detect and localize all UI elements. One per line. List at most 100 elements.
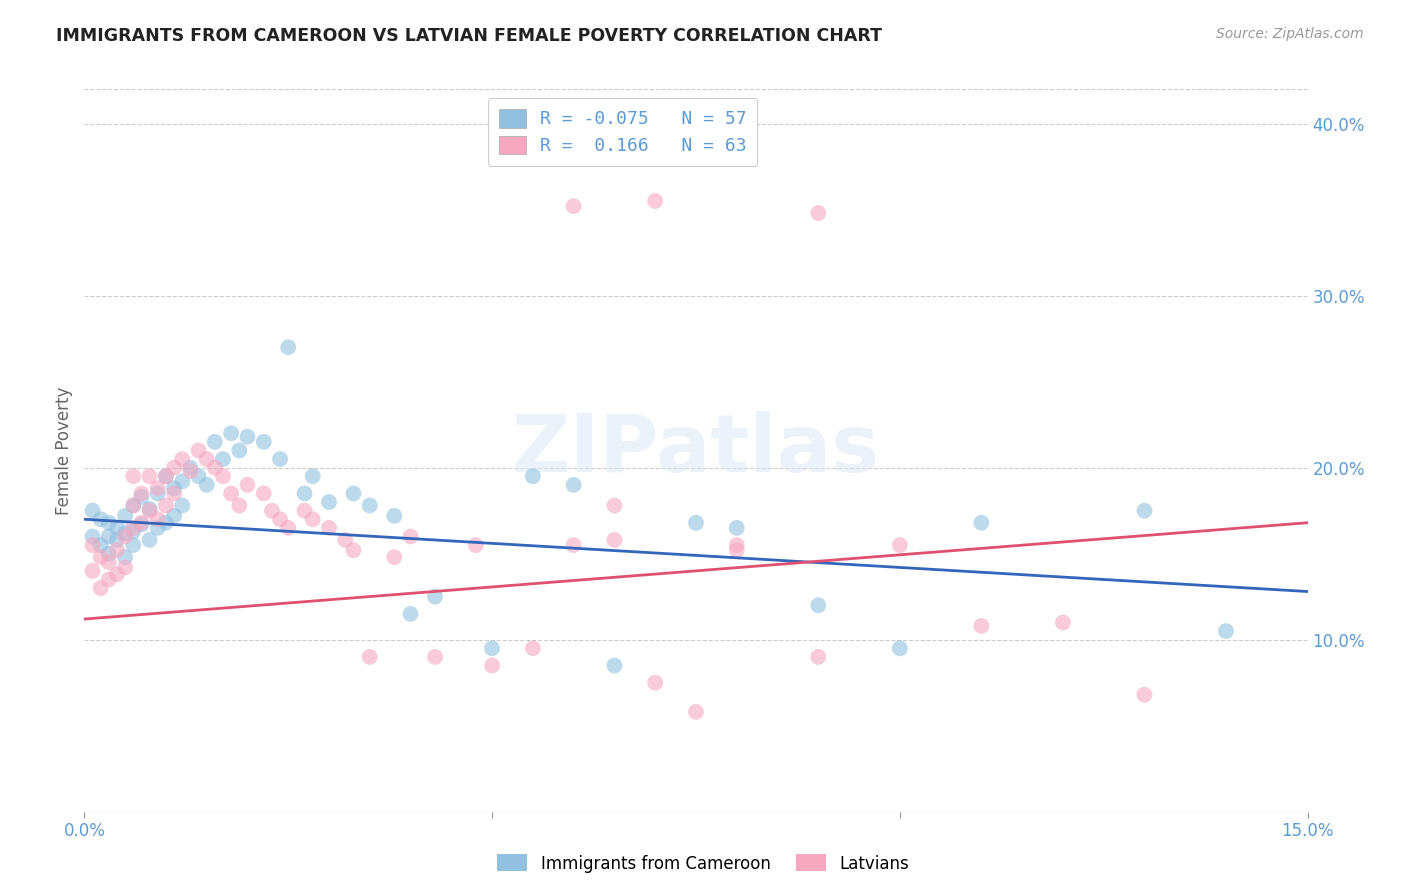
Point [155, 469, 177, 483]
Point [685, 516, 707, 530]
Point [131, 486, 153, 500]
Point [889, 641, 911, 656]
Point [146, 521, 169, 535]
Point [187, 469, 209, 483]
Point [114, 508, 136, 523]
Point [122, 469, 145, 483]
Point [644, 675, 666, 690]
Point [179, 464, 201, 478]
Point [138, 503, 160, 517]
Point [155, 469, 177, 483]
Point [359, 499, 381, 513]
Point [146, 512, 169, 526]
Point [219, 426, 242, 441]
Point [163, 508, 186, 523]
Point [1133, 503, 1156, 517]
Point [1133, 688, 1156, 702]
Point [82, 538, 104, 552]
Point [82, 529, 104, 543]
Point [236, 478, 259, 492]
Point [685, 705, 707, 719]
Point [807, 599, 830, 613]
Point [970, 516, 993, 530]
Point [382, 550, 405, 565]
Point [342, 486, 364, 500]
Point [90, 550, 112, 565]
Point [228, 443, 250, 458]
Point [228, 499, 250, 513]
Point [90, 581, 112, 595]
Point [122, 538, 145, 552]
Point [114, 529, 136, 543]
Point [105, 543, 128, 558]
Point [423, 590, 446, 604]
Text: IMMIGRANTS FROM CAMEROON VS LATVIAN FEMALE POVERTY CORRELATION CHART: IMMIGRANTS FROM CAMEROON VS LATVIAN FEMA… [56, 27, 882, 45]
Point [82, 564, 104, 578]
Legend: Immigrants from Cameroon, Latvians: Immigrants from Cameroon, Latvians [491, 847, 915, 880]
Point [335, 533, 357, 547]
Point [122, 524, 145, 539]
Point [97, 573, 120, 587]
Legend: R = -0.075   N = 57, R =  0.166   N = 63: R = -0.075 N = 57, R = 0.166 N = 63 [488, 98, 758, 166]
Point [204, 460, 226, 475]
Point [82, 503, 104, 517]
Point [105, 533, 128, 547]
Point [138, 502, 160, 516]
Point [172, 452, 194, 467]
Point [277, 340, 299, 354]
Point [146, 481, 169, 495]
Point [212, 452, 235, 467]
Point [807, 206, 830, 220]
Point [481, 658, 503, 673]
Point [97, 547, 120, 561]
Point [725, 538, 748, 552]
Point [155, 516, 177, 530]
Text: ZIPatlas: ZIPatlas [512, 411, 880, 490]
Point [562, 478, 585, 492]
Point [725, 521, 748, 535]
Point [603, 499, 626, 513]
Point [179, 460, 201, 475]
Point [359, 649, 381, 664]
Point [1215, 624, 1237, 639]
Point [146, 486, 169, 500]
Point [807, 649, 830, 664]
Point [301, 512, 323, 526]
Point [163, 486, 186, 500]
Point [294, 486, 316, 500]
Point [105, 567, 128, 582]
Point [382, 508, 405, 523]
Point [889, 538, 911, 552]
Point [195, 478, 218, 492]
Point [163, 460, 186, 475]
Point [318, 495, 340, 509]
Point [423, 649, 446, 664]
Point [644, 194, 666, 208]
Point [219, 486, 242, 500]
Point [114, 560, 136, 574]
Point [114, 526, 136, 541]
Point [90, 538, 112, 552]
Point [138, 533, 160, 547]
Point [260, 503, 283, 517]
Point [269, 452, 291, 467]
Point [97, 555, 120, 569]
Point [399, 529, 422, 543]
Point [122, 499, 145, 513]
Point [114, 550, 136, 565]
Point [269, 512, 291, 526]
Point [131, 490, 153, 504]
Point [172, 475, 194, 489]
Point [464, 538, 486, 552]
Point [277, 521, 299, 535]
Point [187, 443, 209, 458]
Point [522, 641, 544, 656]
Point [562, 538, 585, 552]
Point [155, 499, 177, 513]
Point [522, 469, 544, 483]
Point [603, 533, 626, 547]
Point [163, 481, 186, 495]
Point [236, 430, 259, 444]
Point [399, 607, 422, 621]
Point [212, 469, 235, 483]
